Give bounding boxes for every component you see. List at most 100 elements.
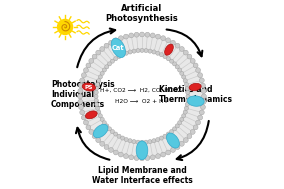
Ellipse shape [166,133,179,148]
Circle shape [183,138,188,143]
Circle shape [94,98,98,102]
Circle shape [175,43,180,48]
Text: H+, CO2 ⟶  H2, CO, HCO2-: H+, CO2 ⟶ H2, CO, HCO2- [100,87,184,92]
Circle shape [156,154,160,159]
Circle shape [145,32,150,37]
Text: Artificial
Photosynthesis: Artificial Photosynthesis [106,4,178,23]
Circle shape [198,73,202,78]
Circle shape [120,53,125,57]
Circle shape [190,58,195,63]
Circle shape [184,82,189,87]
Circle shape [144,49,148,53]
Circle shape [190,129,195,134]
Circle shape [92,54,97,59]
Circle shape [96,50,101,55]
Circle shape [201,83,205,88]
Text: Kinetics and
Thermodynamics: Kinetics and Thermodynamics [159,85,233,104]
Circle shape [170,129,174,134]
Circle shape [94,94,98,98]
Circle shape [179,141,184,146]
Circle shape [102,68,106,72]
Circle shape [140,140,144,144]
Circle shape [201,99,206,104]
Circle shape [96,50,188,142]
Circle shape [89,129,94,134]
Circle shape [134,32,139,37]
Circle shape [129,33,134,38]
Circle shape [196,68,201,73]
Text: H2O ⟶  O2 + H+: H2O ⟶ O2 + H+ [115,99,169,104]
Circle shape [129,155,134,160]
Circle shape [163,134,167,138]
Circle shape [181,75,186,79]
Text: PS: PS [85,84,93,90]
Circle shape [170,59,174,63]
Circle shape [156,138,160,142]
Circle shape [201,105,205,110]
Circle shape [82,73,86,78]
Circle shape [150,155,155,160]
Circle shape [94,90,98,94]
Circle shape [120,136,125,140]
Circle shape [83,68,88,73]
Circle shape [118,152,123,157]
Circle shape [178,121,182,125]
Circle shape [140,48,144,53]
Ellipse shape [85,111,97,119]
Circle shape [161,152,166,157]
Circle shape [148,49,152,53]
Circle shape [159,53,164,57]
Ellipse shape [165,44,173,55]
Circle shape [117,54,121,59]
Circle shape [95,82,100,87]
Circle shape [193,63,198,68]
FancyArrowPatch shape [167,29,202,56]
Circle shape [175,65,179,69]
Circle shape [175,145,180,149]
Circle shape [82,115,86,120]
Circle shape [124,51,128,55]
Circle shape [179,46,184,51]
Circle shape [139,156,145,161]
Circle shape [58,19,73,34]
Circle shape [183,79,187,83]
Circle shape [199,110,204,115]
Circle shape [117,134,121,138]
Circle shape [183,50,188,55]
Circle shape [80,78,85,83]
Circle shape [98,114,103,118]
Circle shape [170,148,176,153]
Circle shape [187,134,192,139]
Circle shape [124,138,128,142]
Circle shape [100,141,105,146]
Circle shape [186,94,190,98]
Circle shape [92,134,97,139]
FancyArrowPatch shape [76,128,109,160]
FancyArrowPatch shape [177,121,209,160]
Circle shape [170,40,176,45]
Circle shape [185,86,189,91]
Circle shape [193,125,198,130]
Text: Photocatalysis
Individual
Components: Photocatalysis Individual Components [51,80,115,109]
Circle shape [152,50,156,54]
Circle shape [86,63,91,68]
Circle shape [108,148,114,153]
Circle shape [78,99,83,104]
Circle shape [113,38,118,43]
Circle shape [95,86,99,91]
Circle shape [110,59,114,63]
Circle shape [100,117,104,121]
Circle shape [180,117,184,121]
Circle shape [114,57,118,61]
Circle shape [166,132,170,136]
Circle shape [104,145,109,149]
Circle shape [110,129,114,134]
Ellipse shape [136,141,148,160]
Circle shape [100,46,105,51]
Circle shape [136,49,140,53]
Circle shape [102,121,106,125]
Circle shape [161,36,166,41]
Circle shape [100,71,104,75]
Circle shape [166,57,170,61]
Circle shape [132,49,136,53]
